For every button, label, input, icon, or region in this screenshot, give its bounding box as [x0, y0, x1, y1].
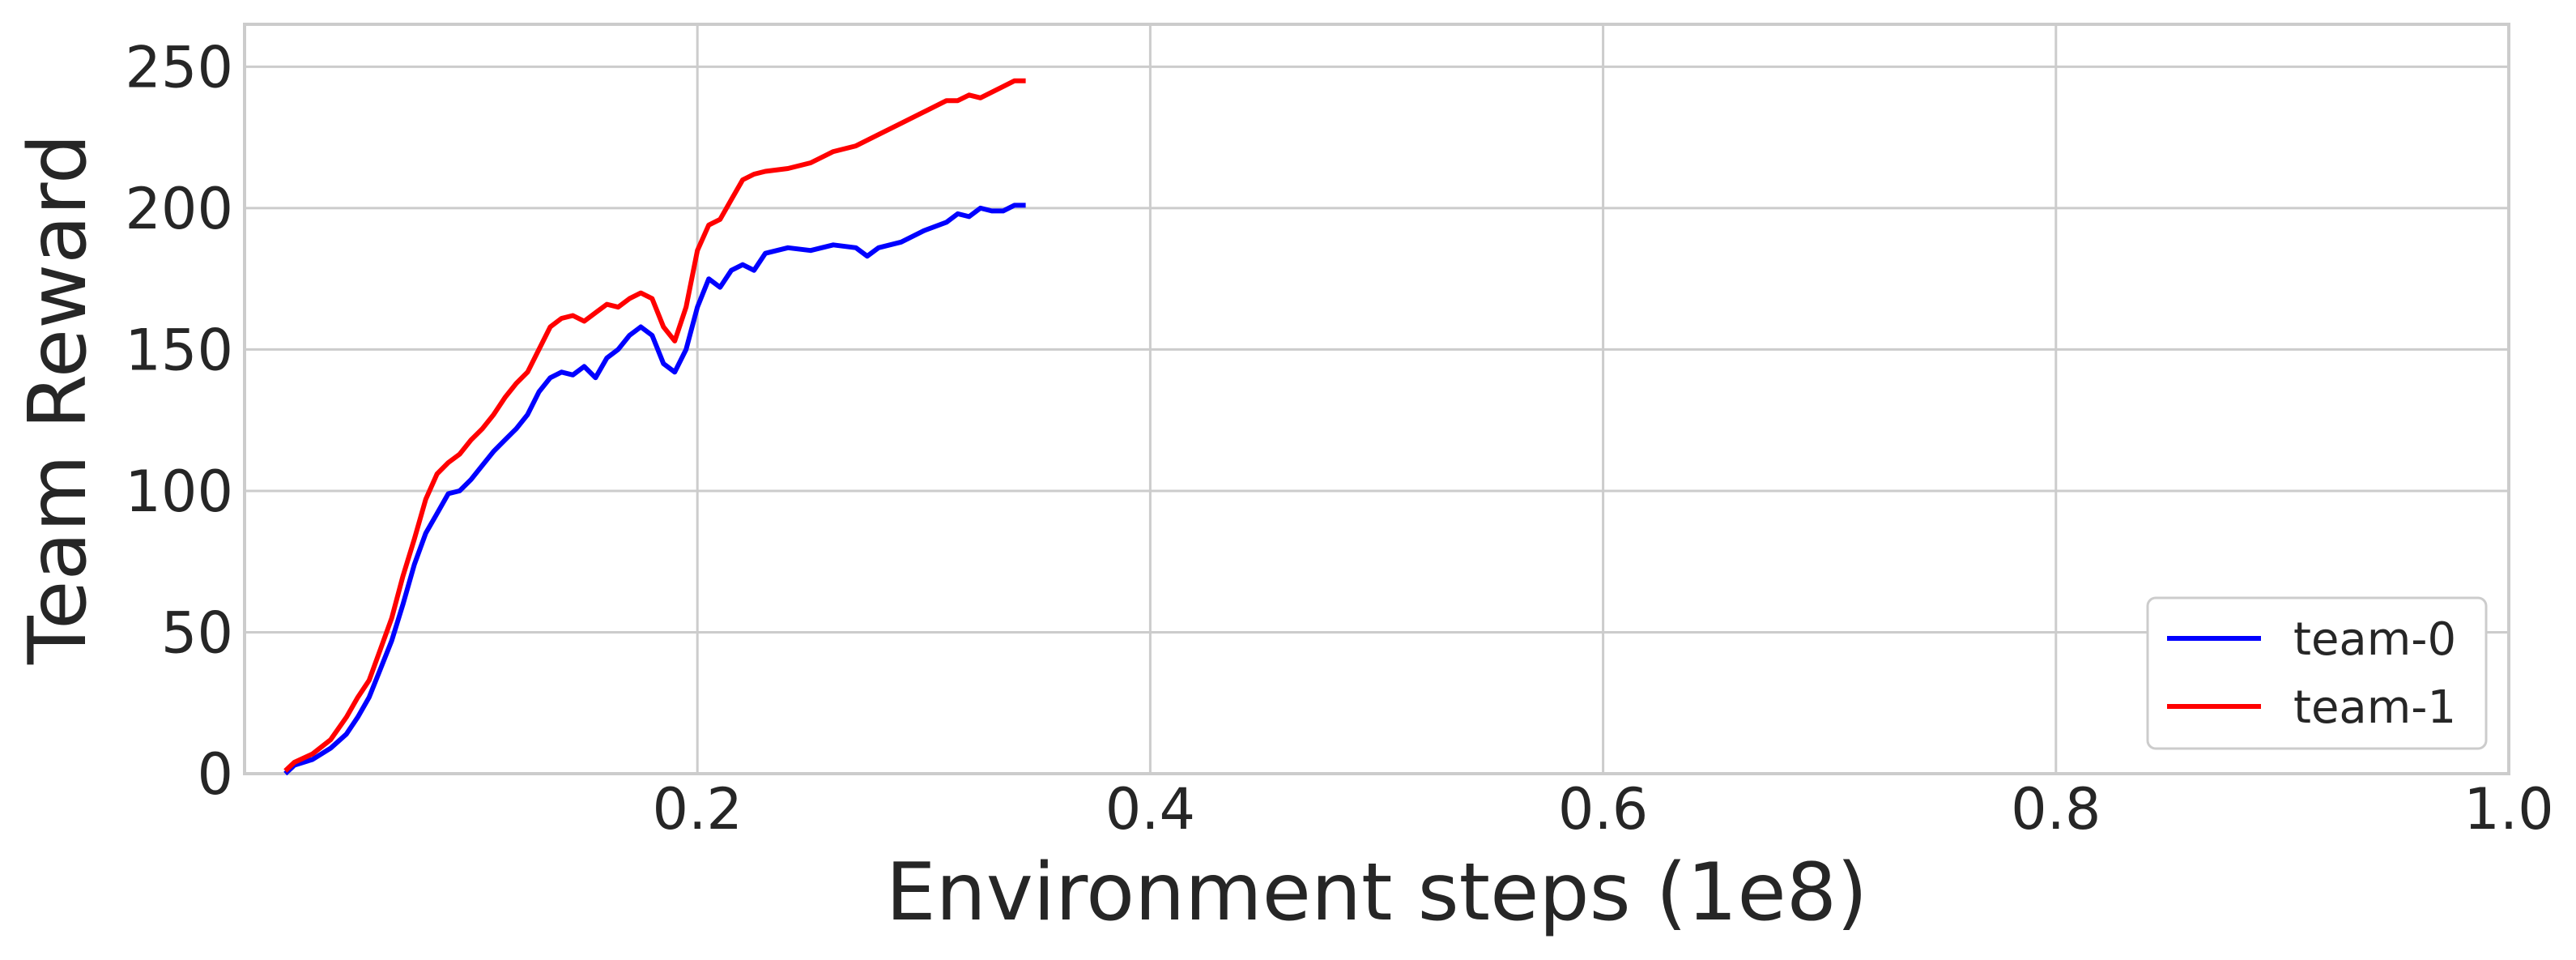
x-tick-label: 1.0 — [2463, 776, 2553, 843]
x-axis-label: Environment steps (1e8) — [886, 847, 1868, 939]
y-tick-label: 200 — [125, 176, 233, 242]
y-tick-label: 50 — [161, 599, 233, 666]
legend-label-team-1: team-1 — [2293, 681, 2456, 734]
y-tick-label: 0 — [197, 741, 233, 808]
y-axis-label: Team Reward — [12, 134, 104, 665]
series-line-team-1 — [283, 78, 1026, 773]
plot-frame — [243, 23, 2510, 775]
y-tick-label: 250 — [125, 34, 233, 100]
x-tick-label: 0.6 — [1558, 776, 1648, 843]
legend: team-0 team-1 — [2146, 596, 2488, 750]
legend-label-team-0: team-0 — [2293, 613, 2456, 666]
y-tick-label: 100 — [125, 459, 233, 525]
x-tick-label: 0.4 — [1105, 776, 1195, 843]
y-tick-labels: 0 50 100 150 200 250 — [125, 34, 233, 808]
x-tick-labels: 0.2 0.4 0.6 0.8 1.0 — [653, 776, 2554, 843]
series-layer — [283, 78, 1026, 776]
legend-box — [2146, 596, 2488, 750]
x-tick-label: 0.2 — [653, 776, 743, 843]
y-tick-label: 150 — [125, 317, 233, 383]
series-line-team-0 — [283, 203, 1026, 776]
x-tick-label: 0.8 — [2011, 776, 2101, 843]
